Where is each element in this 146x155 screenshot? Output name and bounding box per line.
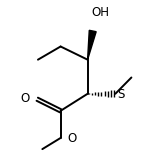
Polygon shape [88, 30, 96, 60]
Text: O: O [20, 92, 29, 105]
Text: OH: OH [91, 6, 109, 19]
Text: O: O [67, 132, 76, 145]
Text: S: S [117, 88, 124, 101]
